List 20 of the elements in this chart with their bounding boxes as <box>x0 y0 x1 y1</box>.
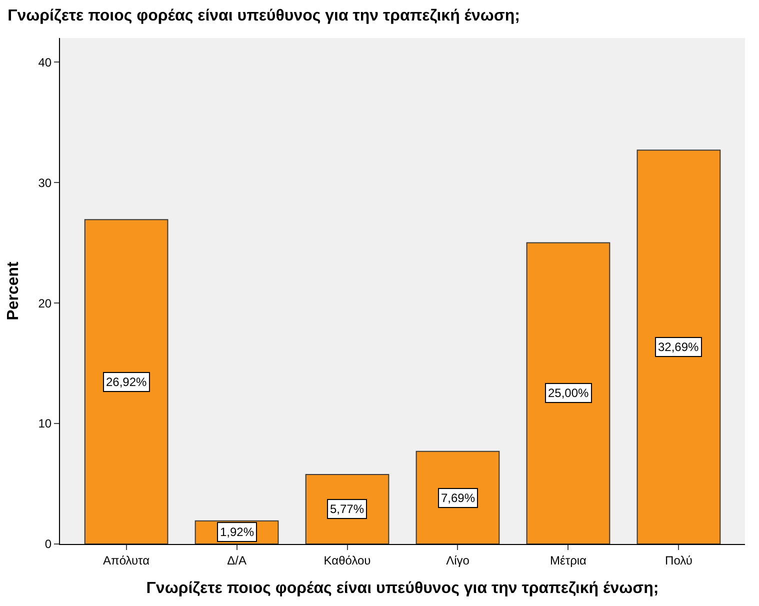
y-tick-label: 20 <box>38 296 52 310</box>
chart-title: Γνωρίζετε ποιος φορέας είναι υπεύθυνος για την τραπεζική ένωση; <box>8 7 520 24</box>
y-tick-label: 0 <box>44 537 52 552</box>
x-tick-label: Απόλυτα <box>103 553 150 568</box>
y-tick-label: 30 <box>38 176 52 190</box>
data-label: 1,92% <box>220 525 254 539</box>
data-label: 25,00% <box>548 386 590 400</box>
data-label: 32,69% <box>658 340 700 354</box>
y-axis-title: Percent <box>5 260 22 320</box>
x-tick-label: Δ/Α <box>227 553 246 568</box>
x-tick-label: Μέτρια <box>550 553 587 568</box>
data-label: 7,69% <box>441 491 476 505</box>
data-label: 5,77% <box>330 502 364 516</box>
x-tick-label: Καθόλου <box>324 553 371 568</box>
y-tick-label: 10 <box>38 416 52 431</box>
x-axis-title: Γνωρίζετε ποιος φορέας είναι υπεύθυνος για την τραπεζική ένωση; <box>146 580 659 598</box>
x-tick-label: Λίγο <box>446 553 470 568</box>
x-tick-label: Πολύ <box>665 553 692 568</box>
data-label: 26,92% <box>106 375 148 389</box>
y-tick-label: 40 <box>38 55 52 70</box>
